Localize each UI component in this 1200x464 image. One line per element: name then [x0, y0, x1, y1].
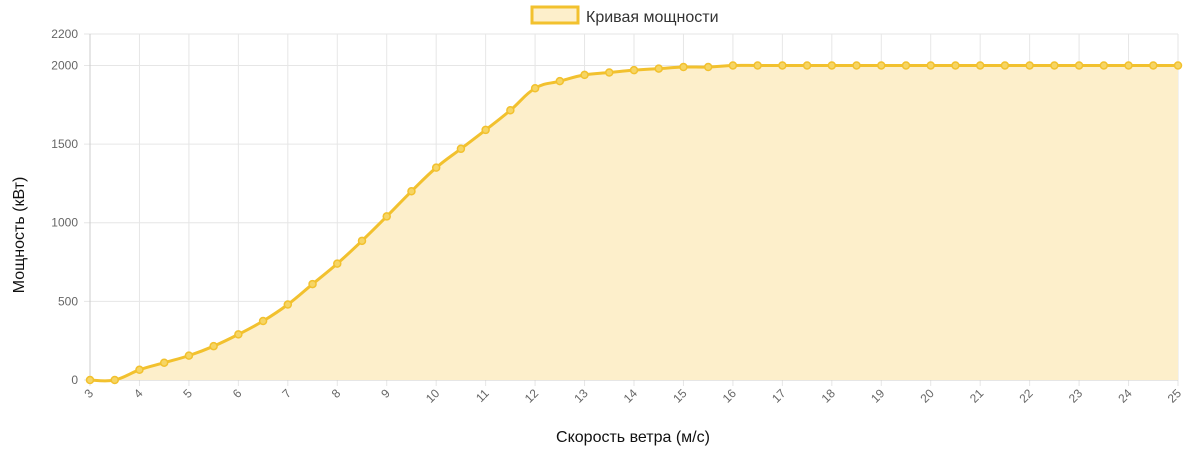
data-point[interactable]: [85, 375, 95, 385]
y-tick-label: 500: [58, 294, 78, 308]
x-tick-label: 13: [571, 386, 591, 406]
y-tick-label: 1500: [51, 137, 78, 151]
data-point[interactable]: [703, 62, 713, 72]
data-point[interactable]: [283, 300, 293, 309]
data-point[interactable]: [1149, 61, 1158, 70]
data-point[interactable]: [728, 61, 738, 70]
data-point[interactable]: [506, 106, 515, 115]
data-point[interactable]: [159, 358, 169, 367]
x-tick-label: 18: [819, 386, 839, 406]
data-point[interactable]: [1000, 61, 1010, 70]
data-point[interactable]: [1173, 61, 1183, 70]
legend-label: Кривая мощности: [586, 9, 719, 26]
x-tick-label: 5: [180, 386, 195, 401]
data-point[interactable]: [135, 365, 144, 375]
y-axis-title: Мощность (кВт): [11, 177, 28, 294]
data-points: [85, 61, 1183, 385]
data-point[interactable]: [852, 61, 861, 70]
data-point[interactable]: [258, 316, 268, 326]
x-tick-label: 20: [918, 386, 938, 406]
data-point[interactable]: [580, 70, 589, 80]
x-tick-label: 8: [329, 386, 344, 401]
data-point[interactable]: [827, 61, 837, 70]
y-tick-label: 1000: [51, 216, 78, 230]
x-tick-label: 21: [967, 386, 987, 406]
data-point[interactable]: [654, 64, 663, 73]
x-tick-label: 17: [769, 386, 789, 406]
x-tick-label: 19: [868, 386, 888, 406]
x-tick-label: 22: [1016, 386, 1036, 406]
data-point[interactable]: [975, 61, 985, 70]
x-tick-label: 12: [522, 386, 542, 406]
x-tick-label: 7: [279, 386, 294, 401]
data-point[interactable]: [605, 68, 614, 77]
x-tick-label: 25: [1165, 386, 1185, 406]
data-point[interactable]: [1099, 61, 1109, 70]
x-tick-label: 9: [378, 386, 393, 401]
data-point[interactable]: [926, 61, 935, 70]
y-tick-label: 2200: [51, 27, 78, 41]
x-tick-label: 6: [230, 386, 245, 401]
data-point[interactable]: [901, 61, 911, 70]
y-tick-label: 2000: [51, 58, 78, 72]
data-point[interactable]: [679, 62, 688, 72]
data-point[interactable]: [1074, 61, 1084, 70]
data-point[interactable]: [629, 65, 639, 75]
x-tick-label: 10: [423, 386, 443, 406]
data-point[interactable]: [308, 279, 317, 289]
legend-swatch[interactable]: [530, 5, 580, 25]
data-point[interactable]: [110, 375, 119, 385]
x-tick-label: 4: [131, 386, 146, 401]
x-tick-label: 16: [720, 386, 740, 406]
series-area-fill: [90, 65, 1178, 381]
y-tick-label: 0: [71, 373, 78, 387]
data-point[interactable]: [1025, 61, 1034, 70]
data-point[interactable]: [209, 341, 218, 351]
legend[interactable]: Кривая мощности: [530, 5, 719, 26]
x-tick-label: 24: [1115, 386, 1135, 406]
data-point[interactable]: [407, 187, 416, 196]
data-point[interactable]: [753, 61, 762, 70]
data-point[interactable]: [1124, 61, 1133, 70]
data-point[interactable]: [481, 125, 490, 135]
data-point[interactable]: [431, 163, 441, 172]
data-point[interactable]: [184, 351, 194, 360]
data-point[interactable]: [333, 259, 342, 268]
data-point[interactable]: [456, 144, 466, 154]
x-tick-label: 11: [473, 386, 492, 405]
data-point[interactable]: [1050, 61, 1059, 70]
data-point[interactable]: [951, 61, 960, 70]
data-point[interactable]: [357, 236, 367, 246]
x-tick-label: 15: [670, 386, 690, 406]
x-axis-title: Скорость ветра (м/с): [556, 429, 710, 446]
data-point[interactable]: [234, 330, 243, 339]
data-point[interactable]: [778, 61, 787, 70]
data-point[interactable]: [555, 76, 565, 86]
data-point[interactable]: [877, 61, 886, 70]
x-tick-label: 14: [621, 386, 641, 406]
data-point[interactable]: [530, 84, 540, 93]
data-point[interactable]: [802, 61, 812, 70]
x-tick-label: 23: [1066, 386, 1086, 406]
data-point[interactable]: [382, 212, 391, 221]
x-tick-label: 3: [81, 386, 96, 401]
